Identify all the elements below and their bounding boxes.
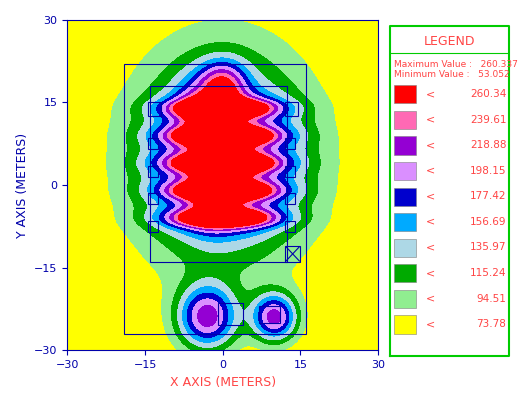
Text: <: < [426,191,435,201]
Text: 156.69: 156.69 [470,217,507,227]
Bar [148,221,158,232]
FancyBboxPatch shape [394,264,416,283]
FancyBboxPatch shape [394,239,416,257]
Bar [285,166,295,177]
FancyBboxPatch shape [394,213,416,231]
Text: 177.42: 177.42 [470,191,507,201]
Text: <: < [426,89,435,99]
Text: Minimum Value :   53.052: Minimum Value : 53.052 [394,70,509,79]
Bar [148,193,158,204]
Bar [148,103,161,116]
Text: 218.88: 218.88 [470,140,507,150]
Text: 198.15: 198.15 [470,166,507,176]
Text: <: < [426,319,435,329]
Bar [285,221,295,232]
Bar [148,138,158,149]
FancyBboxPatch shape [394,85,416,103]
FancyBboxPatch shape [394,290,416,308]
FancyBboxPatch shape [394,111,416,129]
Bar [218,303,243,326]
Bar [285,246,300,262]
Text: <: < [426,294,435,304]
Bar [148,166,158,177]
Text: <: < [426,268,435,278]
FancyBboxPatch shape [394,187,416,206]
Text: <: < [426,166,435,176]
FancyBboxPatch shape [394,315,416,334]
Bar [285,193,295,204]
Bar [150,86,287,262]
Text: <: < [426,140,435,150]
Text: Maximum Value :   260.337: Maximum Value : 260.337 [394,60,517,69]
X-axis label: X AXIS (METERS): X AXIS (METERS) [170,376,276,388]
FancyBboxPatch shape [394,137,416,154]
Bar [259,306,280,323]
Text: 94.51: 94.51 [477,294,507,304]
FancyBboxPatch shape [394,162,416,180]
Text: <: < [426,217,435,227]
Text: 115.24: 115.24 [470,268,507,278]
Text: 260.34: 260.34 [470,89,507,99]
Y-axis label: Y AXIS (METERS): Y AXIS (METERS) [16,133,28,238]
Bar [285,103,298,116]
Text: <: < [426,115,435,125]
Text: 239.61: 239.61 [470,115,507,125]
Text: 73.78: 73.78 [477,319,507,329]
Bar [124,64,306,334]
Text: <: < [426,242,435,252]
Text: 135.97: 135.97 [470,242,507,252]
Text: LEGEND: LEGEND [424,35,475,48]
Bar [285,138,295,149]
